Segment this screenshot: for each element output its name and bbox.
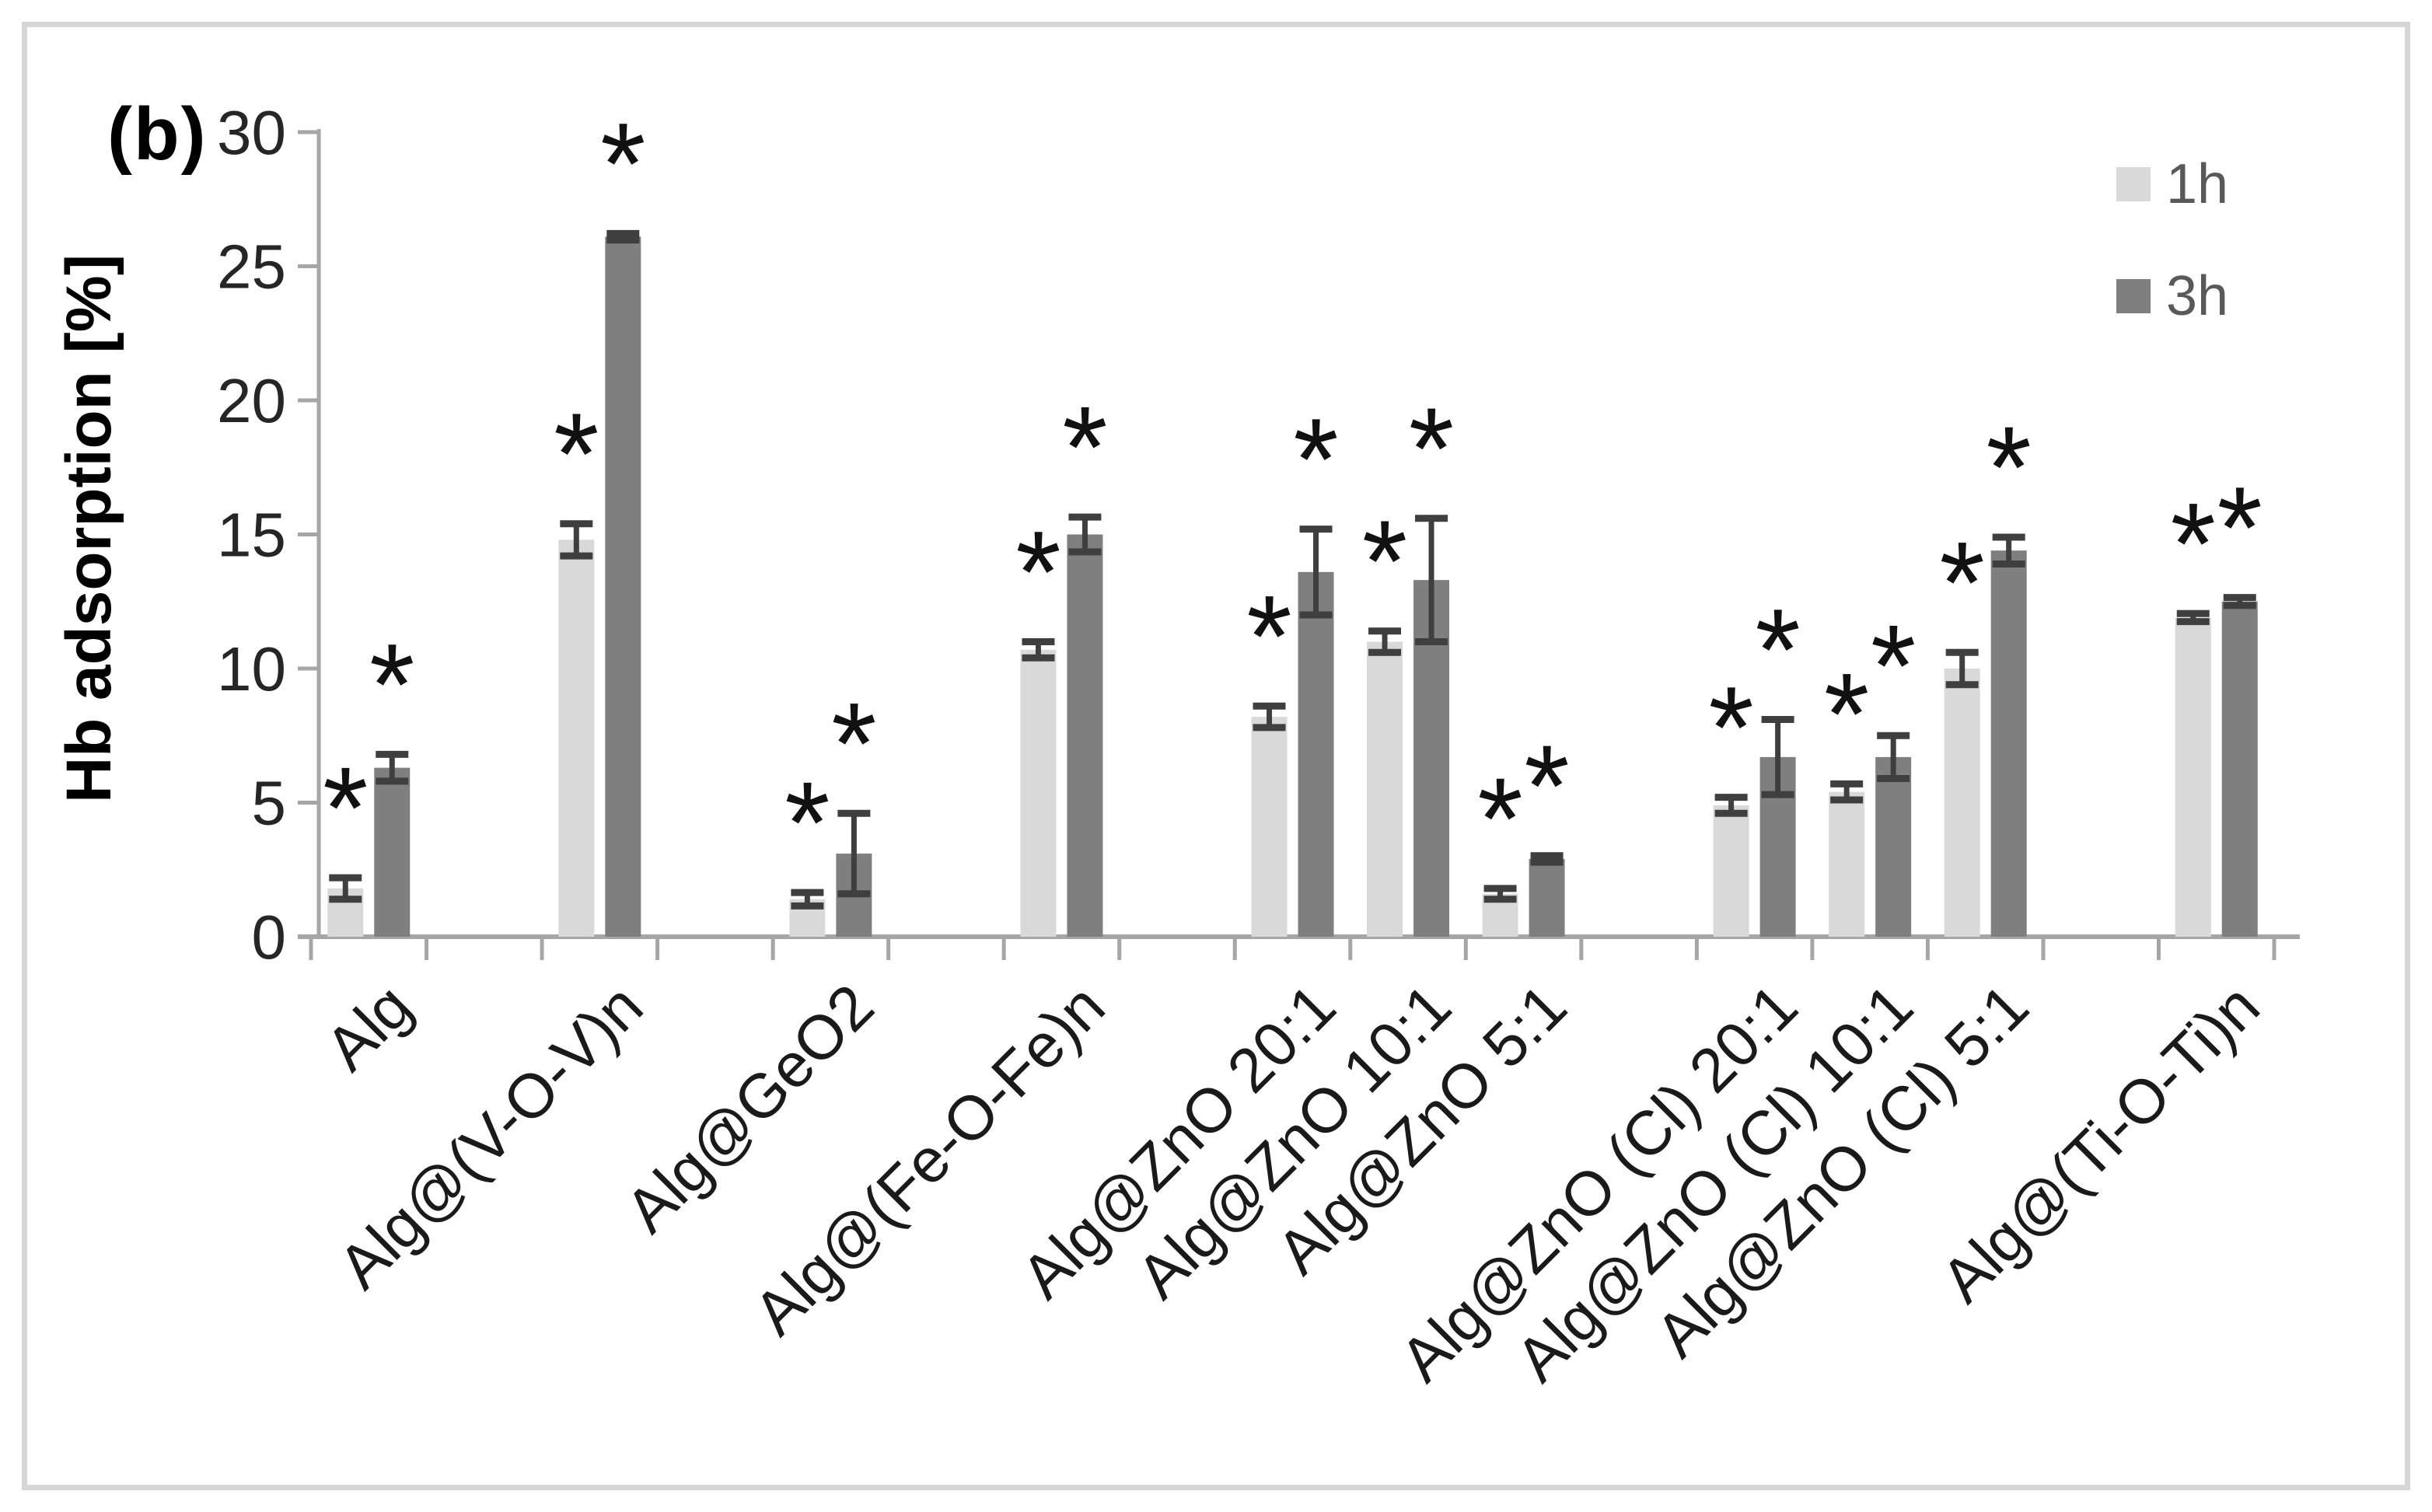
significance-star: *	[1939, 517, 1984, 648]
legend-label-1h: 1h	[2166, 153, 2229, 215]
significance-star: *	[1477, 753, 1522, 884]
significance-star: *	[1015, 507, 1061, 637]
legend-label-3h: 3h	[2166, 265, 2229, 327]
significance-star: *	[1524, 721, 1569, 851]
bar-3h	[605, 236, 641, 937]
category-label: Alg	[313, 971, 425, 1084]
significance-star: *	[1293, 394, 1338, 525]
y-tick-label: 10	[217, 634, 286, 704]
bar-1h	[1367, 641, 1403, 937]
bar-3h	[1990, 550, 2027, 937]
significance-star: *	[554, 389, 599, 519]
significance-star: *	[1755, 585, 1800, 715]
significance-star: *	[1708, 662, 1753, 793]
bar-3h	[374, 767, 411, 937]
y-tick-label: 30	[217, 98, 286, 167]
significance-star: *	[1362, 496, 1407, 627]
bar-1h	[558, 540, 595, 937]
significance-star: *	[784, 757, 830, 888]
bar-1h	[1713, 805, 1749, 937]
significance-star: *	[2217, 463, 2263, 593]
legend-item-1h: 1h	[2116, 152, 2228, 216]
y-tick-label: 20	[217, 366, 286, 435]
bar-3h	[1298, 571, 1334, 937]
significance-star: *	[1871, 600, 1916, 731]
bar-1h	[1251, 717, 1288, 937]
significance-star: *	[1986, 402, 2031, 533]
y-tick-label: 0	[252, 903, 287, 972]
bar-1h	[1944, 669, 1980, 937]
legend-swatch-1h	[2116, 167, 2151, 201]
bar-3h	[1875, 756, 1912, 937]
bar-1h	[2175, 617, 2211, 937]
bar-1h	[1829, 791, 1865, 937]
significance-star: *	[369, 619, 414, 749]
significance-star: *	[323, 742, 368, 873]
legend: 1h 3h	[2116, 152, 2228, 328]
bar-3h	[2221, 601, 2258, 937]
significance-star: *	[1246, 571, 1291, 701]
bar-1h	[1020, 649, 1057, 937]
y-tick-label: 15	[217, 501, 286, 570]
legend-swatch-3h	[2116, 279, 2151, 313]
panel-label: (b)	[107, 93, 208, 176]
significance-star: *	[1824, 648, 1869, 779]
significance-star: *	[1409, 383, 1454, 514]
y-tick-label: 25	[217, 232, 286, 302]
significance-star: *	[1062, 382, 1107, 512]
legend-item-3h: 3h	[2116, 264, 2228, 328]
significance-star: *	[831, 678, 876, 808]
significance-star: *	[600, 98, 645, 229]
bar-3h	[1067, 534, 1103, 937]
significance-star: *	[2171, 478, 2216, 609]
bar-3h	[1529, 858, 1565, 937]
y-tick-label: 5	[252, 769, 287, 838]
